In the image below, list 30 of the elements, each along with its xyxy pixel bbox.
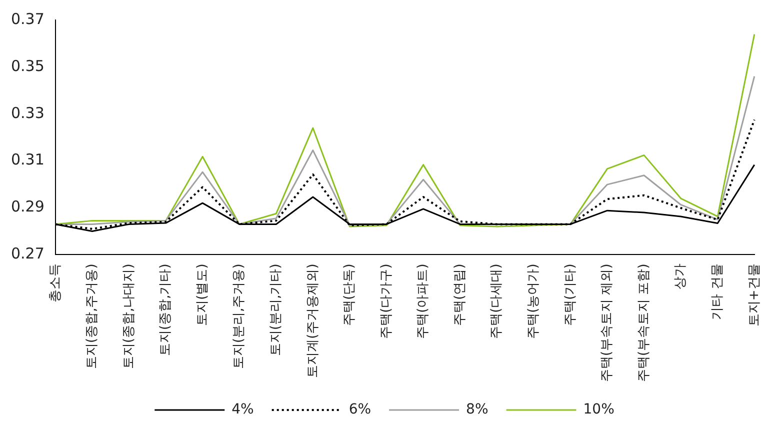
x-tick-label: 토지계(주거용제외)	[305, 264, 320, 378]
x-tick-label: 주택(부속토지 제외)	[600, 264, 615, 382]
x-tick-label: 주택(아파트)	[416, 264, 431, 339]
x-tick-label: 상가	[673, 264, 688, 290]
x-tick-label: 주택(다가구)	[378, 264, 394, 339]
x-tick-label: 주택(단독)	[342, 264, 358, 326]
y-tick-label: 0.37	[10, 10, 44, 28]
y-tick-label: 0.31	[10, 150, 44, 169]
y-tick-label: 0.35	[10, 56, 44, 75]
x-tick-label: 주택(부속토지 포함)	[636, 264, 652, 382]
y-tick-label: 0.27	[10, 244, 44, 263]
x-tick-label: 토지+건물	[746, 264, 762, 327]
y-tick-label: 0.29	[10, 198, 44, 216]
x-tick-label: 주택(농어가)	[526, 264, 542, 339]
legend-label: 6%	[348, 402, 372, 418]
x-tick-label: 주택(기타)	[562, 264, 578, 326]
x-tick-label: 토지(분리,주거용)	[232, 264, 247, 370]
legend-label: 8%	[466, 402, 488, 418]
legend-label: 4%	[232, 402, 254, 418]
x-tick-label: 토지(분리,기타)	[268, 264, 284, 356]
x-tick-label: 주택(연립)	[452, 264, 468, 326]
x-tick-label: 총소득	[48, 264, 63, 303]
x-tick-label: 토지(종합,기타)	[158, 264, 174, 356]
x-tick-label: 주택(다세대)	[489, 264, 504, 339]
legend-label: 10%	[583, 402, 614, 418]
x-tick-label: 토지(종합,주거용)	[84, 264, 100, 370]
x-tick-label: 토지(별도)	[194, 264, 210, 326]
x-tick-label: 기타 건물	[710, 264, 725, 320]
y-tick-label: 0.33	[10, 104, 44, 122]
x-tick-label: 토지(종합,나대지)	[121, 264, 136, 370]
